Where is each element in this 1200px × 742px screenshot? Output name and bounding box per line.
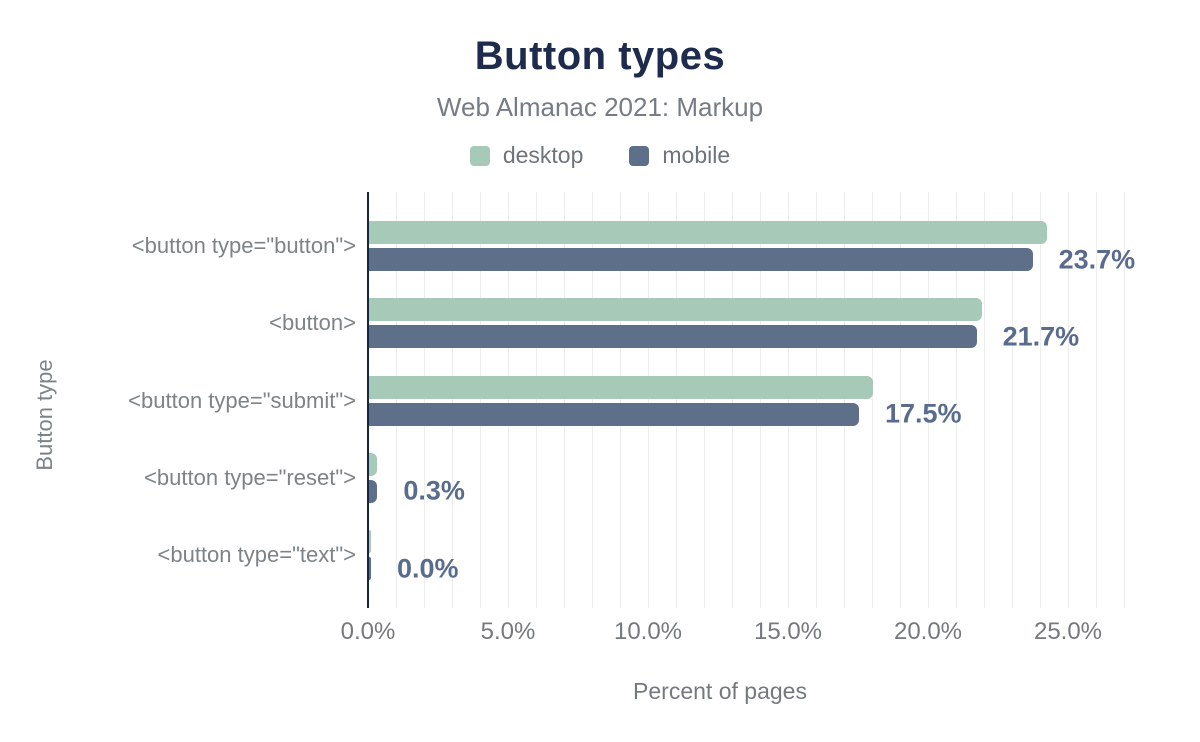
gridline <box>760 192 761 608</box>
gridline <box>984 192 985 608</box>
desktop-swatch-icon <box>469 145 490 166</box>
value-label: 17.5% <box>885 398 962 429</box>
x-tick-label: 20.0% <box>893 618 963 645</box>
mobile-bar[interactable] <box>369 557 371 580</box>
gridline <box>396 192 397 608</box>
gridline <box>452 192 453 608</box>
mobile-bar[interactable] <box>369 248 1033 271</box>
desktop-bar[interactable] <box>369 298 983 322</box>
y-axis-line <box>367 192 369 608</box>
mobile-bar[interactable] <box>369 479 378 503</box>
gridline <box>1012 192 1013 608</box>
gridline <box>816 192 817 608</box>
category-label: <button type="submit"> <box>128 387 356 413</box>
gridline <box>900 192 901 608</box>
chart-title: Button types <box>474 34 726 78</box>
gridline <box>676 192 677 608</box>
desktop-bar[interactable] <box>369 221 1047 244</box>
gridline <box>480 192 481 608</box>
gridline <box>872 192 873 608</box>
gridline <box>1040 192 1041 608</box>
category-label: <button type="text"> <box>157 542 356 567</box>
chart-subtitle: Web Almanac 2021: Markup <box>436 92 764 122</box>
desktop-bar[interactable] <box>369 452 378 476</box>
y-axis-title: Button type <box>32 359 57 471</box>
x-tick-label: 5.0% <box>480 618 536 645</box>
legend: desktop mobile <box>0 142 1200 169</box>
legend-item-mobile[interactable]: mobile <box>629 142 730 169</box>
value-label: 0.3% <box>403 475 465 506</box>
gridline <box>564 192 565 608</box>
legend-label-mobile: mobile <box>662 142 731 168</box>
gridline <box>788 192 789 608</box>
gridline <box>844 192 845 608</box>
gridline <box>704 192 705 608</box>
x-tick-label: 10.0% <box>613 618 683 645</box>
gridline <box>956 192 957 608</box>
category-label: <button> <box>269 310 356 336</box>
x-axis-title: Percent of pages <box>633 678 807 704</box>
value-label: 23.7% <box>1058 244 1136 274</box>
legend-item-desktop[interactable]: desktop <box>469 142 584 169</box>
value-label: 21.7% <box>1002 321 1080 352</box>
gridline <box>508 192 509 608</box>
value-label: 0.0% <box>397 553 459 583</box>
gridline <box>620 192 621 608</box>
gridline <box>536 192 537 608</box>
gridline <box>732 192 733 608</box>
gridline <box>1124 192 1125 608</box>
x-tick-label: 15.0% <box>753 618 823 645</box>
gridline <box>1096 192 1097 608</box>
gridline <box>592 192 593 608</box>
mobile-bar[interactable] <box>369 325 977 349</box>
desktop-bar[interactable] <box>369 530 371 553</box>
x-tick-label: 25.0% <box>1033 618 1103 645</box>
gridline <box>424 192 425 608</box>
mobile-bar[interactable] <box>369 402 859 426</box>
mobile-swatch-icon <box>629 145 650 166</box>
desktop-bar[interactable] <box>369 375 873 399</box>
category-label: <button type="button"> <box>131 233 356 258</box>
x-tick-label: 0.0% <box>340 618 396 645</box>
gridline <box>648 192 649 608</box>
legend-label-desktop: desktop <box>502 142 584 168</box>
gridline <box>1068 192 1069 608</box>
gridline <box>928 192 929 608</box>
category-label: <button type="reset"> <box>144 464 356 490</box>
